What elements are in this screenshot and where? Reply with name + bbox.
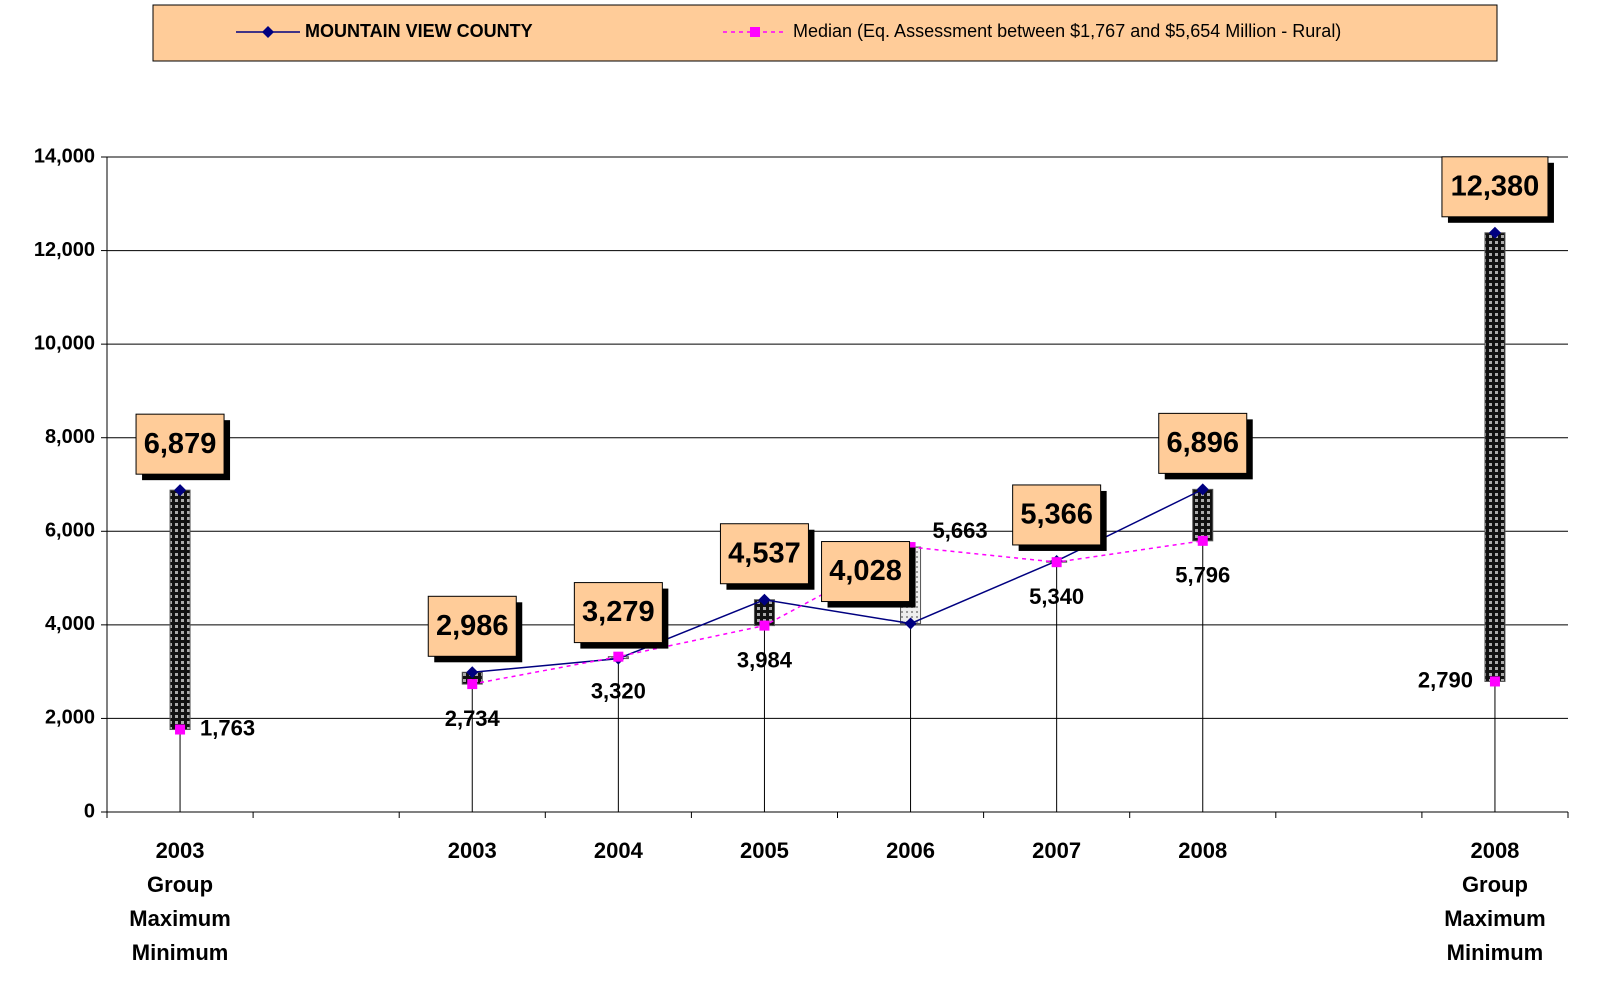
label-box — [821, 541, 911, 603]
data-label: 4,537 — [728, 537, 801, 569]
y-tick-label: 0 — [84, 800, 95, 822]
data-label: 1,763 — [200, 715, 255, 740]
data-label: 2,734 — [445, 706, 501, 731]
x-tick-label: 2004 — [594, 838, 644, 863]
data-label: 5,366 — [1020, 499, 1093, 531]
y-tick-label: 12,000 — [34, 239, 95, 261]
marker — [174, 484, 187, 497]
marker — [758, 593, 771, 606]
data-label: 5,340 — [1029, 584, 1084, 609]
label-box — [1441, 156, 1549, 218]
y-tick-label: 8,000 — [45, 426, 95, 448]
y-tick-label: 2,000 — [45, 707, 95, 729]
data-label: 5,663 — [933, 518, 988, 543]
label-box — [573, 582, 663, 644]
marker — [1051, 557, 1062, 568]
x-tick-label: 2008 — [1178, 838, 1227, 863]
x-tick-label: Minimum — [1447, 940, 1544, 965]
data-label: 2,790 — [1418, 667, 1473, 692]
x-tick-label: Maximum — [129, 906, 230, 931]
data-label: 2,986 — [436, 610, 509, 642]
y-tick-label: 4,000 — [45, 613, 95, 635]
data-label: 3,984 — [737, 647, 793, 672]
legend-box — [152, 4, 1498, 62]
marker — [1197, 535, 1208, 546]
x-tick-label: Group — [1462, 872, 1528, 897]
label-box — [719, 523, 809, 585]
marker — [759, 620, 770, 631]
marker — [175, 724, 186, 735]
hi-lo-bar — [169, 489, 191, 731]
legend-marker — [750, 27, 760, 37]
legend-label: MOUNTAIN VIEW COUNTY — [305, 21, 533, 41]
data-label: 6,879 — [144, 428, 217, 460]
y-tick-label: 14,000 — [34, 145, 95, 167]
x-tick-label: Maximum — [1444, 906, 1545, 931]
data-label: 3,320 — [591, 678, 646, 703]
series-line — [472, 540, 1203, 685]
y-tick-label: 6,000 — [45, 520, 95, 542]
x-tick-label: 2003 — [156, 838, 205, 863]
legend-label: Median (Eq. Assessment between $1,767 an… — [793, 21, 1341, 41]
hi-lo-bar — [1484, 232, 1506, 682]
x-tick-label: 2005 — [740, 838, 789, 863]
label-box — [1158, 412, 1248, 474]
marker — [467, 679, 478, 690]
marker — [905, 542, 916, 553]
marker — [613, 651, 624, 662]
legend-marker — [262, 26, 274, 38]
data-label: 4,028 — [829, 555, 902, 587]
x-tick-label: 2006 — [886, 838, 935, 863]
data-label: 12,380 — [1451, 170, 1540, 202]
marker — [1488, 226, 1501, 239]
label-box — [427, 595, 517, 657]
x-tick-label: 2003 — [448, 838, 497, 863]
y-tick-label: 10,000 — [34, 332, 95, 354]
label-box — [1012, 484, 1102, 546]
hi-lo-bar — [1192, 488, 1214, 542]
marker — [904, 617, 917, 630]
x-tick-label: 2007 — [1032, 838, 1081, 863]
x-tick-label: Group — [147, 872, 213, 897]
data-label: 3,279 — [582, 596, 655, 628]
data-label: 5,796 — [1175, 563, 1230, 588]
marker — [466, 666, 479, 679]
label-box — [135, 413, 225, 475]
x-tick-label: 2008 — [1470, 838, 1519, 863]
marker — [1489, 676, 1500, 687]
marker — [1196, 483, 1209, 496]
x-tick-label: Minimum — [132, 940, 229, 965]
data-label: 6,896 — [1166, 427, 1239, 459]
